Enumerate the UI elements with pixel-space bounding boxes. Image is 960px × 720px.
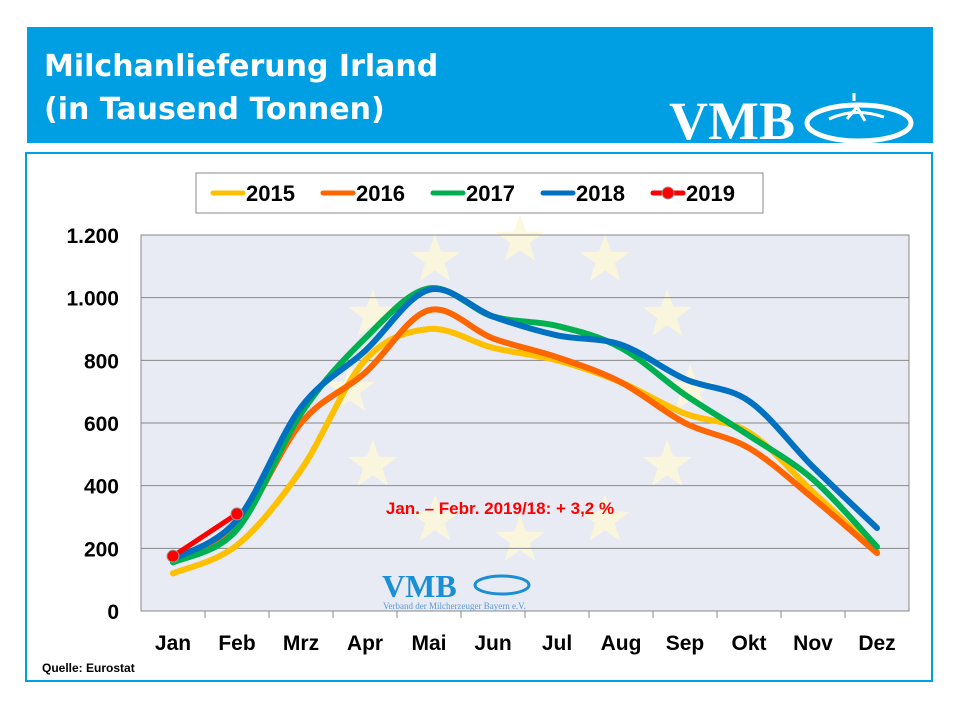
y-tick-label: 800 [84, 350, 119, 373]
x-tick-label: Jun [474, 632, 511, 655]
watermark-logo-text: VMB [382, 568, 457, 604]
watermark-logo-icon [473, 574, 531, 596]
x-tick-label: Aug [601, 632, 642, 655]
star-icon [642, 289, 692, 336]
star-icon [410, 234, 460, 282]
x-tick-label: Jan [155, 632, 191, 655]
x-tick-label: Apr [347, 632, 383, 655]
y-tick-label: 400 [84, 476, 119, 499]
star-icon [665, 364, 715, 411]
legend-label-2017: 2017 [466, 181, 515, 206]
y-tick-label: 200 [84, 538, 119, 561]
x-tick-label: Mai [411, 632, 446, 655]
star-icon [495, 514, 545, 561]
x-tick-label: Mrz [283, 632, 319, 655]
series-line-2019 [170, 511, 240, 559]
star-icon [348, 289, 398, 336]
star-icon [495, 214, 545, 261]
page-title: Milchanlieferung Irland (in Tausend Tonn… [44, 45, 438, 131]
legend-label-2018: 2018 [576, 181, 625, 206]
title-line-1: Milchanlieferung Irland [44, 49, 439, 84]
title-line-2: (in Tausend Tonnen) [44, 92, 385, 127]
star-icon [642, 439, 692, 486]
legend-label-2015: 2015 [246, 181, 295, 206]
star-icon [410, 493, 460, 541]
x-tick-label: Okt [731, 632, 766, 655]
star-icon [348, 439, 398, 486]
x-tick-label: Jul [542, 632, 572, 655]
y-tick-label: 1.000 [66, 288, 119, 311]
x-tick-label: Nov [793, 632, 833, 655]
svg-text:VMB: VMB [669, 91, 795, 145]
watermark-subtitle: Verband der Milcherzeuger Bayern e.V. [383, 601, 526, 611]
y-tick-label: 600 [84, 413, 119, 436]
vmb-logo: VMB [669, 91, 914, 145]
y-tick-label: 0 [107, 601, 119, 624]
legend-marker-2019 [661, 186, 675, 200]
legend: 2015 2016 2017 2018 2019 [195, 172, 764, 214]
star-icon [580, 234, 630, 282]
series-line-2018 [170, 285, 880, 563]
x-tick-label: Dez [858, 632, 895, 655]
y-tick-label: 1.200 [66, 225, 119, 248]
x-tick-label: Feb [218, 632, 255, 655]
star-icon [580, 493, 630, 541]
x-tick-label: Sep [666, 632, 705, 655]
data-point-2019 [166, 549, 180, 563]
legend-label-2016: 2016 [356, 181, 405, 206]
data-point-2019 [230, 507, 244, 521]
header-banner: Milchanlieferung Irland (in Tausend Tonn… [27, 27, 933, 145]
annotation-text: Jan. – Febr. 2019/18: + 3,2 % [386, 499, 614, 518]
source-note: Quelle: Eurostat [42, 661, 135, 675]
legend-label-2019: 2019 [686, 181, 735, 206]
